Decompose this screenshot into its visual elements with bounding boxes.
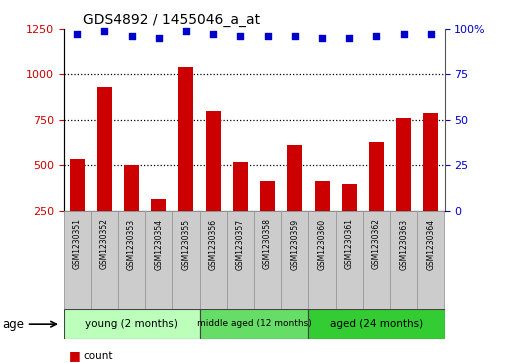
Text: ■: ■	[69, 349, 80, 362]
Text: GSM1230353: GSM1230353	[127, 219, 136, 269]
Text: GSM1230355: GSM1230355	[181, 219, 190, 269]
Bar	[342, 184, 357, 211]
Text: GSM1230364: GSM1230364	[426, 219, 435, 269]
Bar	[206, 111, 220, 211]
Point	[154, 35, 163, 41]
Bar	[124, 165, 139, 211]
Bar	[200, 309, 308, 339]
Point	[236, 33, 244, 39]
Bar	[336, 211, 363, 309]
Text: aged (24 months): aged (24 months)	[330, 319, 423, 329]
Text: GSM1230352: GSM1230352	[100, 219, 109, 269]
Text: GSM1230359: GSM1230359	[290, 219, 299, 269]
Bar	[233, 163, 248, 211]
Text: age: age	[3, 318, 24, 331]
Bar	[64, 211, 91, 309]
Text: GSM1230362: GSM1230362	[372, 219, 381, 269]
Bar	[281, 211, 308, 309]
Text: count: count	[84, 351, 113, 361]
Bar	[417, 211, 444, 309]
Bar	[200, 211, 227, 309]
Point	[73, 32, 81, 37]
Bar	[369, 143, 384, 211]
Bar	[64, 309, 200, 339]
Bar	[288, 145, 302, 211]
Bar	[70, 159, 85, 211]
Bar	[97, 87, 112, 211]
Point	[345, 35, 354, 41]
Text: middle aged (12 months): middle aged (12 months)	[197, 319, 311, 329]
Bar	[396, 118, 411, 211]
Bar	[260, 180, 275, 211]
Bar	[308, 211, 336, 309]
Bar	[308, 309, 444, 339]
Text: GDS4892 / 1455046_a_at: GDS4892 / 1455046_a_at	[82, 13, 260, 26]
Text: GSM1230358: GSM1230358	[263, 219, 272, 269]
Bar	[227, 211, 254, 309]
Bar	[254, 211, 281, 309]
Text: GSM1230361: GSM1230361	[345, 219, 354, 269]
Text: young (2 months): young (2 months)	[85, 319, 178, 329]
Bar	[314, 180, 330, 211]
Bar	[423, 113, 438, 211]
Bar	[151, 199, 166, 211]
Point	[209, 32, 217, 37]
Point	[100, 28, 108, 34]
Point	[427, 32, 435, 37]
Text: GSM1230356: GSM1230356	[209, 219, 218, 269]
Point	[128, 33, 136, 39]
Point	[400, 32, 408, 37]
Text: GSM1230354: GSM1230354	[154, 219, 163, 269]
Point	[291, 33, 299, 39]
Point	[372, 33, 380, 39]
Bar	[178, 67, 194, 211]
Text: GSM1230357: GSM1230357	[236, 219, 245, 269]
Bar	[172, 211, 200, 309]
Bar	[145, 211, 172, 309]
Point	[182, 28, 190, 34]
Text: GSM1230351: GSM1230351	[73, 219, 82, 269]
Text: GSM1230363: GSM1230363	[399, 219, 408, 269]
Text: GSM1230360: GSM1230360	[318, 219, 327, 269]
Bar	[390, 211, 417, 309]
Point	[318, 35, 326, 41]
Bar	[363, 211, 390, 309]
Bar	[91, 211, 118, 309]
Point	[264, 33, 272, 39]
Bar	[118, 211, 145, 309]
